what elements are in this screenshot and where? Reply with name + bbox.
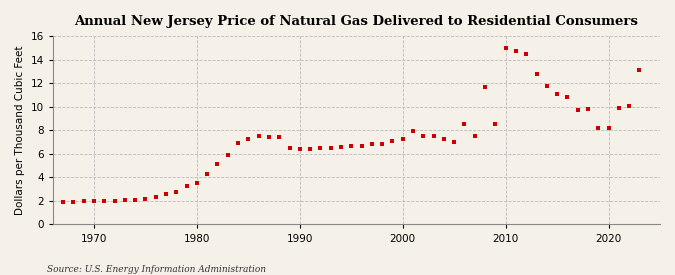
Point xyxy=(459,122,470,127)
Point xyxy=(325,146,336,150)
Point xyxy=(78,199,89,203)
Point xyxy=(68,199,79,204)
Point xyxy=(387,139,398,143)
Point xyxy=(614,106,624,110)
Point xyxy=(356,143,367,148)
Point xyxy=(284,146,295,150)
Point xyxy=(151,195,161,200)
Point xyxy=(181,183,192,188)
Point xyxy=(603,126,614,130)
Point xyxy=(531,72,542,76)
Point xyxy=(377,142,387,147)
Point xyxy=(161,192,171,196)
Point xyxy=(140,196,151,201)
Point xyxy=(212,162,223,167)
Point xyxy=(243,136,254,141)
Point xyxy=(99,199,110,203)
Point xyxy=(192,180,202,185)
Point xyxy=(480,84,491,89)
Point xyxy=(222,153,233,157)
Point xyxy=(439,136,450,141)
Point xyxy=(304,147,315,151)
Point xyxy=(263,135,274,139)
Point xyxy=(274,135,285,139)
Point xyxy=(408,129,418,133)
Point xyxy=(398,136,408,141)
Point xyxy=(634,68,645,72)
Point xyxy=(367,142,377,147)
Point xyxy=(253,134,264,138)
Point xyxy=(551,92,562,96)
Point xyxy=(624,104,634,108)
Point xyxy=(562,95,573,100)
Point xyxy=(58,200,69,204)
Point xyxy=(346,143,356,148)
Point xyxy=(109,199,120,203)
Point xyxy=(572,108,583,112)
Point xyxy=(449,140,460,144)
Point xyxy=(119,198,130,203)
Point xyxy=(500,46,511,50)
Point xyxy=(171,189,182,194)
Title: Annual New Jersey Price of Natural Gas Delivered to Residential Consumers: Annual New Jersey Price of Natural Gas D… xyxy=(74,15,639,28)
Point xyxy=(521,52,532,57)
Point xyxy=(315,146,326,150)
Point xyxy=(490,122,501,127)
Point xyxy=(294,147,305,151)
Point xyxy=(469,134,480,138)
Y-axis label: Dollars per Thousand Cubic Feet: Dollars per Thousand Cubic Feet xyxy=(15,46,25,215)
Point xyxy=(593,126,603,130)
Point xyxy=(88,199,99,203)
Point xyxy=(202,172,213,176)
Point xyxy=(130,197,140,202)
Point xyxy=(233,141,244,145)
Point xyxy=(418,134,429,138)
Point xyxy=(583,107,593,111)
Point xyxy=(541,83,552,88)
Point xyxy=(428,134,439,138)
Text: Source: U.S. Energy Information Administration: Source: U.S. Energy Information Administ… xyxy=(47,265,266,274)
Point xyxy=(510,49,521,54)
Point xyxy=(335,145,346,149)
